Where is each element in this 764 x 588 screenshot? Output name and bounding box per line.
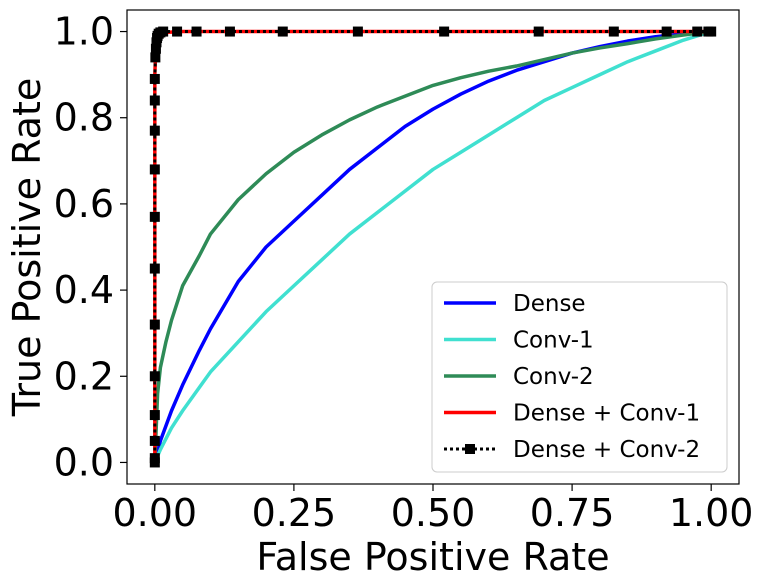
y-tick-label: 0.6 — [54, 182, 114, 226]
legend-label-dense: Dense — [513, 291, 586, 317]
legend-items: Dense Conv-1 Conv-2 Dense + Conv-1 Dense + C… — [444, 291, 700, 463]
data-point-dense-conv-2 — [149, 211, 160, 222]
data-point-dense-conv-2 — [149, 371, 160, 382]
data-point-dense-conv-2 — [692, 26, 703, 37]
data-point-dense-conv-2 — [533, 26, 544, 37]
series-line-conv-1 — [153, 29, 712, 464]
y-tick-label: 0.0 — [54, 440, 114, 484]
legend: Dense Conv-1 Conv-2 Dense + Conv-1 Dense + C… — [431, 281, 728, 473]
plot-area — [126, 9, 740, 485]
data-point-dense-conv-2 — [706, 26, 717, 37]
data-point-dense-conv-2 — [149, 125, 160, 136]
data-point-dense-conv-2 — [608, 26, 619, 37]
data-point-dense-conv-2 — [149, 73, 160, 84]
data-point-dense-conv-2 — [149, 453, 160, 464]
data-point-dense-conv-2 — [150, 43, 161, 54]
legend-box — [431, 281, 728, 473]
legend-label-conv-1: Conv-1 — [513, 328, 594, 354]
x-tick-label: 0.00 — [113, 491, 198, 535]
x-axis-ticks: 0.00 0.25 0.50 0.75 1.00 — [113, 484, 754, 535]
y-axis-ticks: 0.0 0.2 0.4 0.6 0.8 1.0 — [54, 10, 127, 484]
data-point-dense-conv-2 — [277, 26, 288, 37]
data-point-dense-conv-2 — [149, 164, 160, 175]
y-tick-label: 0.4 — [54, 268, 114, 312]
x-axis-title: False Positive Rate — [256, 535, 609, 579]
data-point-dense-conv-2 — [149, 435, 160, 446]
series-line-dense-conv-2 — [153, 30, 712, 463]
data-point-dense-conv-2 — [172, 26, 183, 37]
legend-marker-dense-conv-2 — [465, 444, 475, 454]
legend-label-dense-conv-2: Dense + Conv-2 — [513, 437, 700, 463]
series-layer — [149, 26, 717, 468]
data-point-dense-conv-2 — [191, 26, 202, 37]
x-tick-label: 0.50 — [391, 491, 476, 535]
x-tick-label: 0.25 — [252, 491, 337, 535]
y-tick-label: 1.0 — [54, 10, 114, 54]
x-tick-label: 1.00 — [669, 491, 754, 535]
x-tick-label: 0.75 — [530, 491, 615, 535]
data-point-dense-conv-2 — [661, 26, 672, 37]
y-axis-title: True Positive Rate — [5, 78, 49, 418]
data-point-dense-conv-2 — [149, 410, 160, 421]
data-point-dense-conv-2 — [352, 26, 363, 37]
data-point-dense-conv-2 — [158, 26, 169, 37]
data-point-dense-conv-2 — [149, 319, 160, 330]
y-tick-label: 0.2 — [54, 354, 114, 398]
data-point-dense-conv-2 — [149, 263, 160, 274]
legend-label-dense-conv-1: Dense + Conv-1 — [513, 401, 700, 427]
data-point-dense-conv-2 — [150, 52, 161, 63]
series-line-conv-2 — [153, 29, 712, 463]
data-point-dense-conv-2 — [224, 26, 235, 37]
legend-label-conv-2: Conv-2 — [513, 364, 594, 390]
data-point-dense-conv-2 — [149, 95, 160, 106]
y-tick-label: 0.8 — [54, 96, 114, 140]
data-point-dense-conv-2 — [439, 26, 450, 37]
